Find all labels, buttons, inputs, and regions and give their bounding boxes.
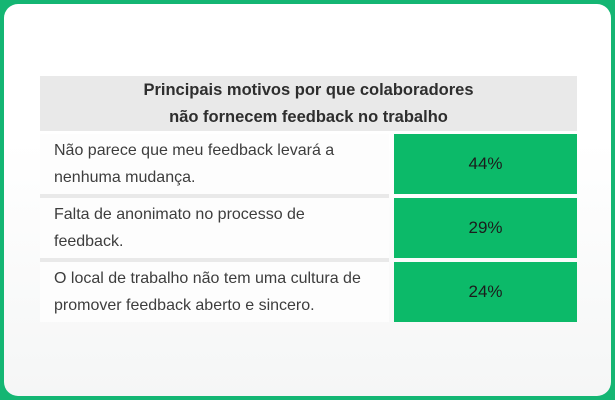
chart-title: Principais motivos por que colaboradores…: [40, 76, 577, 131]
value-bar: 29%: [394, 198, 577, 258]
table-row: O local de trabalho não tem uma cultura …: [40, 262, 577, 322]
chart-title-line-1: Principais motivos por que colaboradores: [143, 81, 474, 100]
table-rows: Não parece que meu feedback levará a nen…: [40, 134, 577, 322]
table-row: Não parece que meu feedback levará a nen…: [40, 134, 577, 194]
value-bar: 44%: [394, 134, 577, 194]
reason-label: O local de trabalho não tem uma cultura …: [40, 262, 389, 322]
chart-title-line-2: não fornecem feedback no trabalho: [169, 107, 448, 126]
table-row: Falta de anonimato no processo de feedba…: [40, 198, 577, 258]
reason-label: Não parece que meu feedback levará a nen…: [40, 134, 389, 194]
value-bar: 24%: [394, 262, 577, 322]
reason-label: Falta de anonimato no processo de feedba…: [40, 198, 389, 258]
feedback-reasons-table: Principais motivos por que colaboradores…: [40, 76, 577, 322]
infographic-card: Principais motivos por que colaboradores…: [4, 4, 611, 396]
